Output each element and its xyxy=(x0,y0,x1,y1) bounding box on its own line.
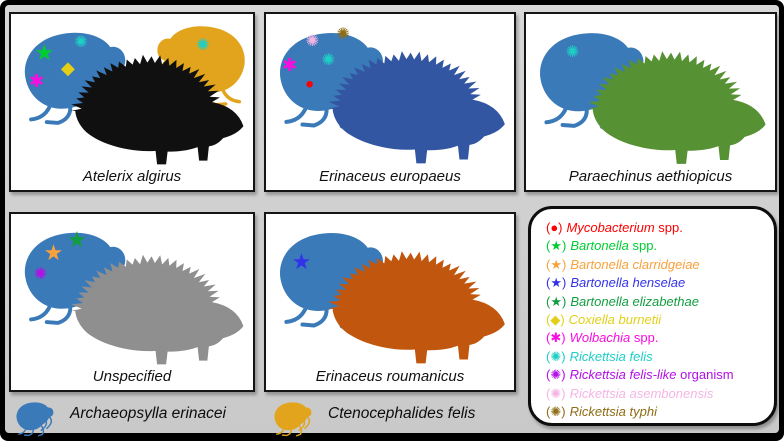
legend-sun-icon: (✺) xyxy=(546,385,566,401)
legend-species-name: Bartonella henselae xyxy=(570,275,686,291)
panel-label: Atelerix algirus xyxy=(82,168,182,185)
panel-erinaceus-europaeus: ✺ ✺ ✱ ✺ ● Erinaceus europaeus xyxy=(264,12,516,192)
legend-star-icon: (★) xyxy=(546,238,567,254)
pathogen-symbol-bartonella-spp: ★ xyxy=(34,39,55,65)
panel-unspecified: ★ ★ ✺ Unspecified xyxy=(9,212,255,392)
legend-item-mycobacterium-spp: (●) Mycobacterium spp. xyxy=(546,219,768,237)
legend-species-name: Rickettsia felis xyxy=(569,348,653,364)
panel-label: Unspecified xyxy=(92,368,172,385)
pathogen-symbol-rickettsia-typhi: ✺ xyxy=(336,26,350,44)
legend-item-bartonella-spp: (★) Bartonella spp. xyxy=(546,237,768,255)
legend-asterisk-icon: (✱) xyxy=(546,330,566,346)
legend-species-suffix: spp. xyxy=(654,220,683,235)
legend-species-suffix: spp. xyxy=(630,330,659,346)
pathogen-symbol-wolbachia-spp: ✱ xyxy=(281,54,298,75)
flea-key-label: Archaeopsylla erinacei xyxy=(70,405,226,422)
legend-species-name: Rickettsia felis-like xyxy=(569,367,677,383)
legend-item-bartonella-clarridgeiae: (★) Bartonella clarridgeiae xyxy=(546,256,768,274)
legend-diamond-icon: (◆) xyxy=(546,312,565,328)
flea-key-label: Ctenocephalides felis xyxy=(328,405,476,422)
hedgehog-silhouette-unspecified xyxy=(64,242,248,371)
pathogen-symbol-mycobacterium-spp: ● xyxy=(305,75,315,93)
legend-star-icon: (★) xyxy=(546,293,567,309)
flea-key-item-ctenocephalides-felis: Ctenocephalides felis xyxy=(272,396,522,437)
hedgehog-silhouette-erinaceus-europaeus xyxy=(321,38,509,170)
panel-paraechinus-aethiopicus: ✺ Paraechinus aethiopicus xyxy=(524,12,777,192)
legend-species-name: Rickettsia typhi xyxy=(569,404,657,420)
legend-star-icon: (★) xyxy=(546,275,567,291)
pathogen-symbol-rickettsia-felis: ✺ xyxy=(74,34,88,52)
flea-icon-archaeopsylla-erinacei xyxy=(14,398,62,437)
legend-sun-icon: (✺) xyxy=(546,367,566,383)
pathogen-legend-box: (●) Mycobacterium spp. (★) Bartonella spp.(… xyxy=(528,206,777,426)
pathogen-symbol-rickettsia-felis: ✺ xyxy=(196,37,210,55)
legend-star-icon: (★) xyxy=(546,256,567,272)
pathogen-symbol-rickettsia-asembonensis: ✺ xyxy=(305,32,319,50)
legend-species-name: Wolbachia xyxy=(569,330,631,346)
flea-icon-ctenocephalides-felis xyxy=(272,398,320,437)
legend-item-rickettsia-felis-like-organism: (✺) Rickettsia felis-like organism xyxy=(546,366,768,384)
legend-item-rickettsia-asembonensis: (✺) Rickettsia asembonensis xyxy=(546,385,768,403)
legend-species-name: Coxiella burnetii xyxy=(568,312,662,328)
hedgehog-silhouette-atelerix-algirus xyxy=(64,42,248,171)
pathogen-symbol-bartonella-henselae: ★ xyxy=(291,249,312,275)
panel-label: Erinaceus roumanicus xyxy=(315,368,465,385)
legend-species-name: Mycobacterium xyxy=(566,220,655,235)
legend-species-name: Bartonella xyxy=(570,238,629,254)
legend-species-name: Bartonella clarridgeiae xyxy=(570,256,700,272)
panel-erinaceus-roumanicus: ★ Erinaceus roumanicus xyxy=(264,212,516,392)
pathogen-symbol-coxiella-burnetii: ◆ xyxy=(60,57,75,78)
hedgehog-silhouette-paraechinus-aethiopicus xyxy=(581,38,770,171)
panel-label: Erinaceus europaeus xyxy=(319,168,461,185)
legend-sun-icon: (✺) xyxy=(546,348,566,364)
pathogen-symbol-bartonella-clarridgeiae: ★ xyxy=(43,239,64,265)
legend-item-coxiella-burnetii: (◆) Coxiella burnetii xyxy=(546,311,768,329)
legend-species-suffix: spp. xyxy=(628,238,658,254)
flea-key: Archaeopsylla erinacei Ctenocephalides fe… xyxy=(0,392,528,437)
legend-sun-icon: (✺) xyxy=(546,404,566,420)
hedgehog-silhouette-erinaceus-roumanicus xyxy=(321,238,509,370)
panel-atelerix-algirus: ★ ✺ ◆ ✱ ✺ Atelerix algirus xyxy=(9,12,255,192)
panel-label: Paraechinus aethiopicus xyxy=(568,168,733,185)
legend-species-name: Rickettsia asembonensis xyxy=(569,385,714,401)
pathogen-symbol-rickettsia-felis: ✺ xyxy=(321,52,336,70)
legend-species-suffix: organism xyxy=(676,367,734,383)
pathogen-symbol-bartonella-elizabethae: ★ xyxy=(67,227,87,253)
legend-item-rickettsia-typhi: (✺) Rickettsia typhi xyxy=(546,403,768,421)
legend-item-bartonella-elizabethae: (★) Bartonella elizabethae xyxy=(546,293,768,311)
legend-item-bartonella-henselae: (★) Bartonella henselae xyxy=(546,274,768,292)
legend-item-wolbachia-spp: (✱) Wolbachia spp. xyxy=(546,329,768,347)
legend-circle-icon: (●) xyxy=(546,220,563,235)
legend-species-name: Bartonella elizabethae xyxy=(570,293,699,309)
legend-item-rickettsia-felis: (✺) Rickettsia felis xyxy=(546,348,768,366)
pathogen-symbol-rickettsia-felis: ✺ xyxy=(565,43,580,61)
pathogen-symbol-rickettsia-felis-like-organism: ✺ xyxy=(33,266,48,284)
pathogen-symbol-wolbachia-spp: ✱ xyxy=(28,70,45,91)
flea-key-item-archaeopsylla-erinacei: Archaeopsylla erinacei xyxy=(14,396,264,437)
